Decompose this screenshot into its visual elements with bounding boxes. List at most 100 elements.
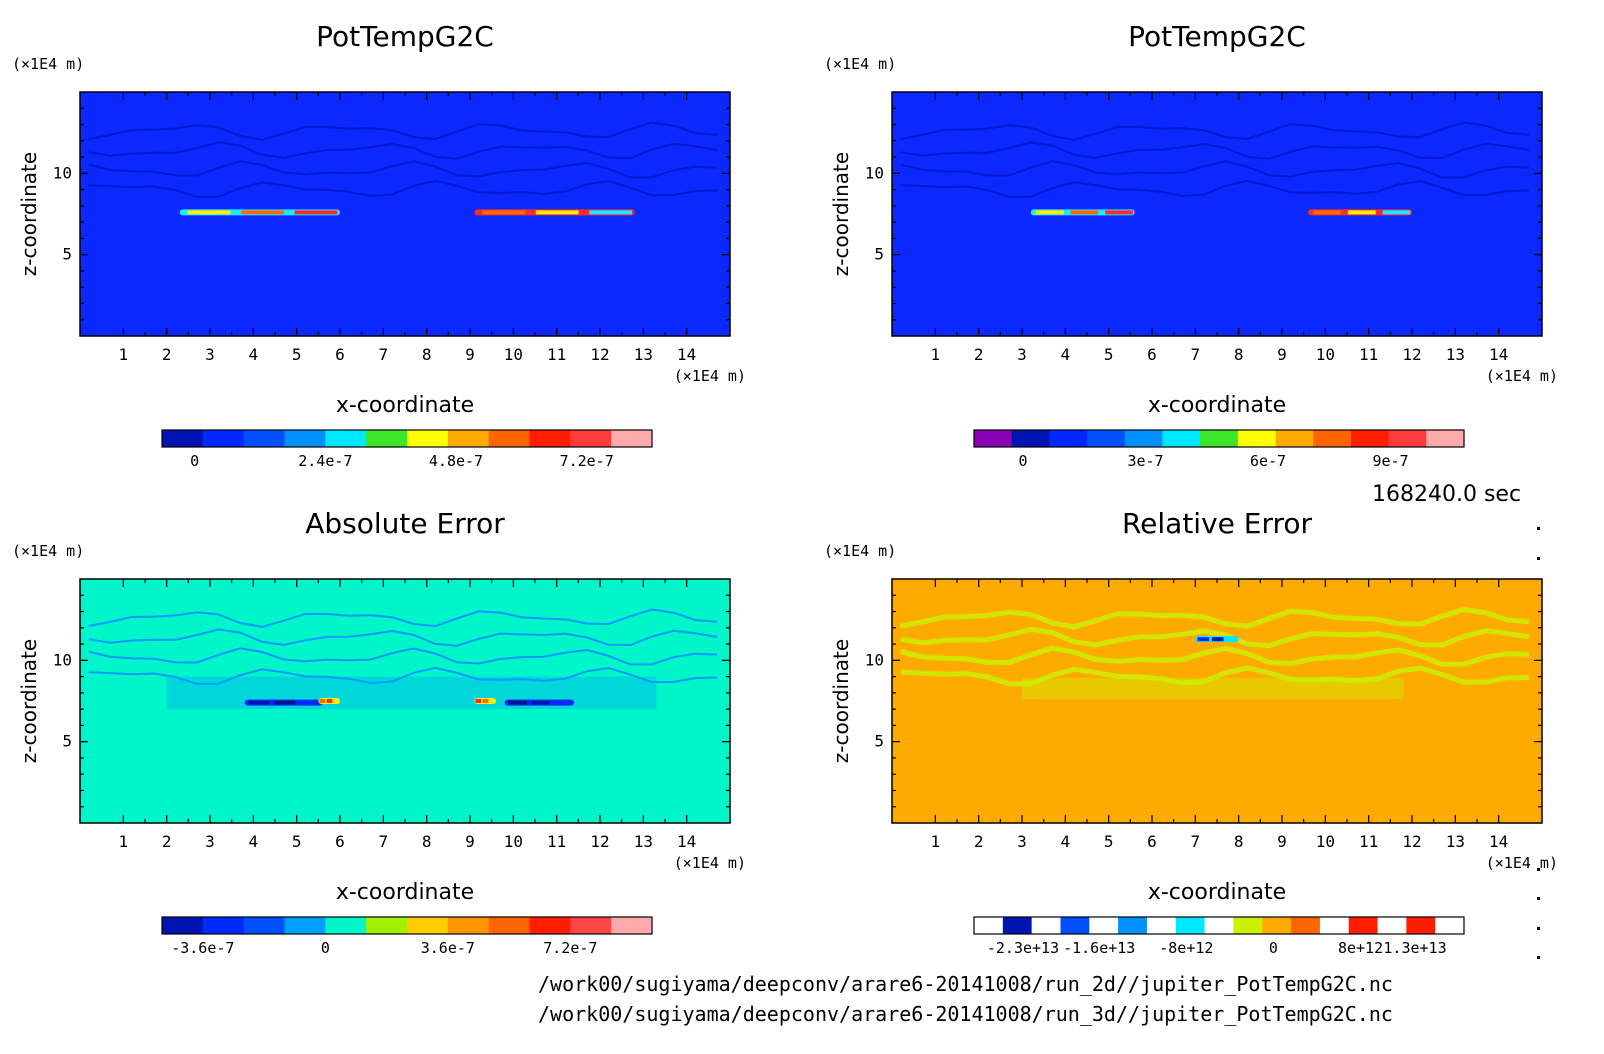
data-feature-core (1211, 637, 1224, 642)
x-tick-label: 11 (1359, 345, 1378, 364)
data-feature-core (300, 700, 322, 705)
colorbar-swatch (1146, 917, 1177, 934)
x-tick-label: 2 (162, 345, 172, 364)
colorbar-swatch (1313, 430, 1352, 447)
colorbar-swatch (570, 917, 612, 934)
x-tick-label: 1 (931, 345, 941, 364)
chart-panel-1: PotTempG2C(×1E4 m)1 2 3 4 5 6 7 8 9 10 11 12 13 14510… (12, 20, 746, 470)
x-tick-label: 7 (379, 345, 389, 364)
file-path-2d: /work00/sugiyama/deepconv/arare6-2014100… (538, 972, 1393, 996)
x-tick-label: 4 (249, 832, 259, 851)
colorbar-swatch (447, 917, 490, 934)
contour-line (900, 141, 1530, 160)
data-feature-core (187, 210, 231, 215)
contour-line (900, 626, 1530, 649)
data-feature-core (319, 699, 326, 703)
y-tick-label: 5 (62, 245, 72, 264)
colorbar-swatch (284, 430, 326, 447)
x-tick-label: 11 (547, 832, 566, 851)
colorbar-tick-label: 7.2e-7 (543, 939, 597, 957)
colorbar-tick-label: 6e-7 (1250, 452, 1286, 470)
colorbar-swatch (488, 430, 530, 447)
data-feature-core (508, 700, 527, 705)
x-unit-label: (×1E4 m) (674, 367, 746, 385)
data-feature-core (274, 700, 296, 705)
error-band (1022, 678, 1404, 700)
colorbar-tick-label: 4.8e-7 (429, 452, 483, 470)
data-feature-core (482, 210, 526, 215)
x-tick-label: 7 (1191, 832, 1201, 851)
y-unit-label: (×1E4 m) (824, 55, 896, 73)
colorbar-tick-label: -2.3e+13 (987, 939, 1059, 957)
y-tick-label: 10 (53, 163, 72, 182)
data-feature-core (1070, 210, 1099, 215)
chart-title: Relative Error (1122, 507, 1313, 540)
chart-title: PotTempG2C (316, 20, 494, 53)
colorbar-swatch (1204, 917, 1234, 934)
colorbar-swatch (1426, 430, 1465, 447)
file-path-3d: /work00/sugiyama/deepconv/arare6-2014100… (538, 1002, 1393, 1026)
contour-line (88, 628, 718, 647)
x-tick-label: 3 (1017, 345, 1027, 364)
y-tick-label: 10 (865, 163, 884, 182)
colorbar-swatch (1435, 917, 1465, 934)
x-tick-label: 7 (379, 832, 389, 851)
colorbar-swatch (529, 917, 571, 934)
x-tick-label: 9 (1277, 832, 1287, 851)
y-tick-label: 10 (865, 650, 884, 669)
x-tick-label: 6 (335, 832, 345, 851)
x-tick-label: 9 (465, 832, 475, 851)
y-unit-label: (×1E4 m) (12, 55, 84, 73)
y-axis-label: z-coordinate (17, 152, 41, 276)
data-feature-core (1035, 210, 1064, 215)
colorbar-swatch (488, 917, 530, 934)
contour-line (900, 179, 1530, 198)
marker-dot (1537, 557, 1540, 560)
x-tick-label: 13 (1446, 345, 1465, 364)
colorbar-swatch (1350, 430, 1390, 447)
data-feature-core (1313, 210, 1341, 215)
data-feature-core (489, 699, 496, 703)
colorbar-tick-label: 3.6e-7 (421, 939, 475, 957)
colorbar-swatch (1262, 917, 1292, 934)
x-tick-label: 8 (1234, 345, 1244, 364)
x-unit-label: (×1E4 m) (1486, 854, 1558, 872)
contour-line (900, 665, 1530, 687)
x-tick-label: 10 (1316, 832, 1335, 851)
x-tick-label: 1 (119, 832, 129, 851)
x-unit-label: (×1E4 m) (1486, 367, 1558, 385)
colorbar-swatch (162, 917, 204, 934)
y-tick-label: 5 (874, 245, 884, 264)
colorbar-swatch (1118, 917, 1148, 934)
x-tick-label: 8 (422, 345, 432, 364)
contour-line (88, 121, 718, 141)
colorbar-swatch (407, 917, 449, 934)
colorbar-swatch (1087, 430, 1126, 447)
y-axis-label: z-coordinate (829, 152, 853, 276)
x-tick-label: 14 (677, 345, 696, 364)
marker-dot (1537, 956, 1540, 959)
error-band (166, 676, 657, 710)
colorbar-swatch (1011, 430, 1050, 447)
data-feature-core (333, 699, 340, 703)
data-feature-core (554, 700, 573, 705)
contour-line (88, 608, 718, 628)
colorbar-swatch (243, 430, 285, 447)
data-feature-core (1105, 210, 1133, 215)
x-tick-label: 5 (1104, 832, 1114, 851)
x-axis-label: x-coordinate (1148, 393, 1286, 418)
colorbar-swatch (1275, 430, 1314, 447)
x-tick-label: 6 (1147, 832, 1157, 851)
colorbar-tick-label: 8e+12 (1338, 939, 1383, 957)
y-unit-label: (×1E4 m) (824, 542, 896, 560)
colorbar-frame (973, 916, 1465, 935)
x-tick-label: 8 (422, 832, 432, 851)
chart-panel-2: PotTempG2C(×1E4 m)1 2 3 4 5 6 7 8 9 10 11 12 13 14510… (824, 20, 1558, 470)
x-tick-label: 12 (590, 345, 609, 364)
colorbar-frame (161, 916, 653, 935)
x-tick-label: 2 (974, 832, 984, 851)
colorbar-frame (973, 429, 1465, 448)
y-axis-label: z-coordinate (829, 639, 853, 763)
data-feature-core (1197, 637, 1210, 642)
